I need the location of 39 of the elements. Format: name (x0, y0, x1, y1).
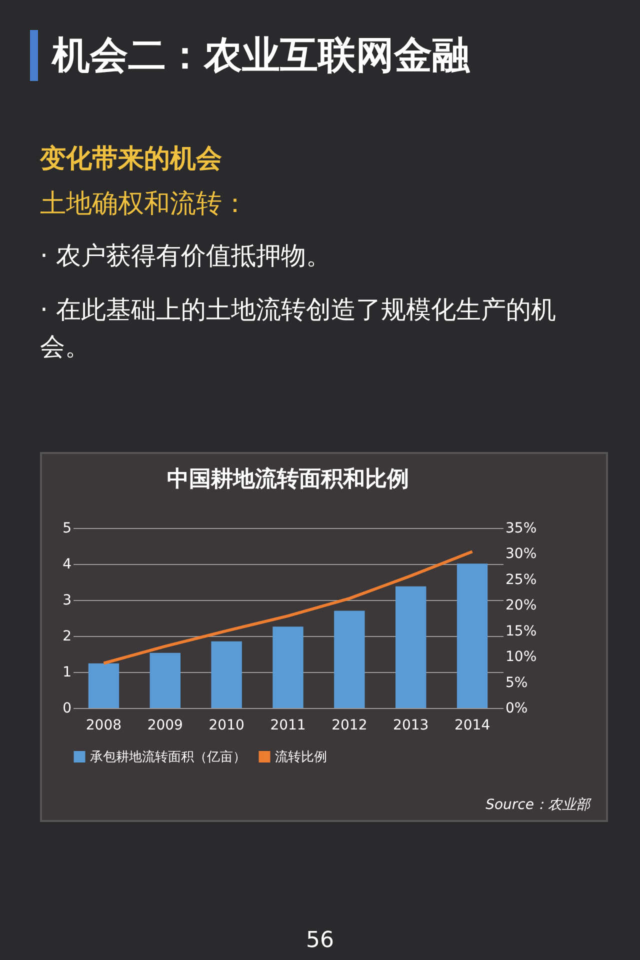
y2-tick-label: 10% (506, 649, 537, 666)
text: 变化带来的机会 (40, 143, 223, 176)
bar (334, 610, 365, 708)
text: 机会二：农业互联网金融 (30, 30, 620, 81)
bar (396, 586, 426, 708)
x-tick-label: 2011 (270, 718, 306, 734)
bar (272, 626, 304, 708)
y-tick-label: 3 (62, 592, 72, 608)
bar (211, 641, 242, 708)
source-note: Source：农业部 (486, 796, 590, 814)
bar (150, 652, 180, 708)
y2-tick-label: 25% (506, 572, 537, 588)
line-series (102, 550, 474, 665)
y2-tick-label: 0% (506, 700, 528, 716)
x-tick-label: 2013 (393, 718, 429, 734)
y-tick-label: 5 (62, 520, 72, 536)
x-tick-label: 2010 (208, 718, 244, 734)
y-tick-label: 0 (62, 700, 72, 716)
y-tick-label: 1 (62, 664, 72, 680)
y-tick-label: 2 (62, 628, 72, 644)
text: · 农户获得有价值抵押物。 (40, 240, 332, 272)
y2-tick-label: 20% (506, 598, 537, 614)
x-tick-label: 2008 (86, 718, 122, 734)
text: · 在此基础上的土地流转创造了规模化生产的机会。 (40, 294, 557, 363)
legend-label: 承包耕地流转面积（亿亩） (90, 748, 246, 765)
text: 土地确权和流转： (40, 188, 249, 221)
bar (456, 564, 488, 708)
y2-tick-label: 5% (506, 674, 528, 691)
legend-label: 流转比例 (275, 748, 327, 765)
bar (88, 663, 120, 708)
y-tick-label: 4 (62, 556, 72, 572)
y2-tick-label: 30% (506, 546, 537, 562)
y2-tick-label: 35% (506, 520, 537, 536)
text: 56 (305, 928, 335, 953)
x-tick-label: 2014 (454, 718, 490, 734)
x-tick-label: 2012 (332, 718, 368, 734)
y2-tick-label: 15% (506, 623, 537, 640)
x-tick-label: 2009 (147, 718, 183, 734)
chart-title: 中国耕地流转面积和比例 (167, 466, 409, 492)
